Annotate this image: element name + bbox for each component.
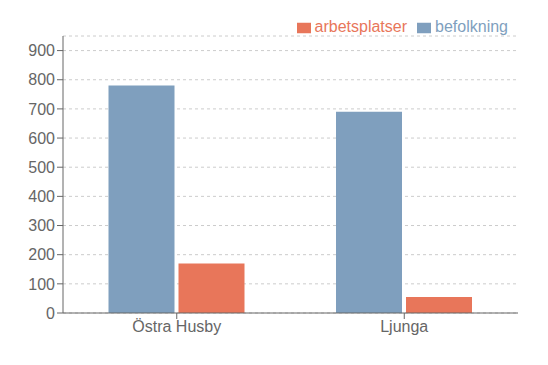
svg-text:800: 800 xyxy=(28,71,55,88)
svg-text:Östra Husby: Östra Husby xyxy=(132,318,221,335)
svg-text:300: 300 xyxy=(28,217,55,234)
svg-text:100: 100 xyxy=(28,276,55,293)
svg-text:600: 600 xyxy=(28,130,55,147)
svg-text:900: 900 xyxy=(28,42,55,59)
svg-text:700: 700 xyxy=(28,101,55,118)
svg-text:200: 200 xyxy=(28,246,55,263)
html-text:arbetsplatser: arbetsplatser xyxy=(314,18,407,35)
svg-text:0: 0 xyxy=(46,305,55,322)
svg-text:500: 500 xyxy=(28,159,55,176)
svg-text:Ljunga: Ljunga xyxy=(380,318,428,335)
html-text:befolkning: befolkning xyxy=(435,18,508,35)
svg-text:400: 400 xyxy=(28,188,55,205)
